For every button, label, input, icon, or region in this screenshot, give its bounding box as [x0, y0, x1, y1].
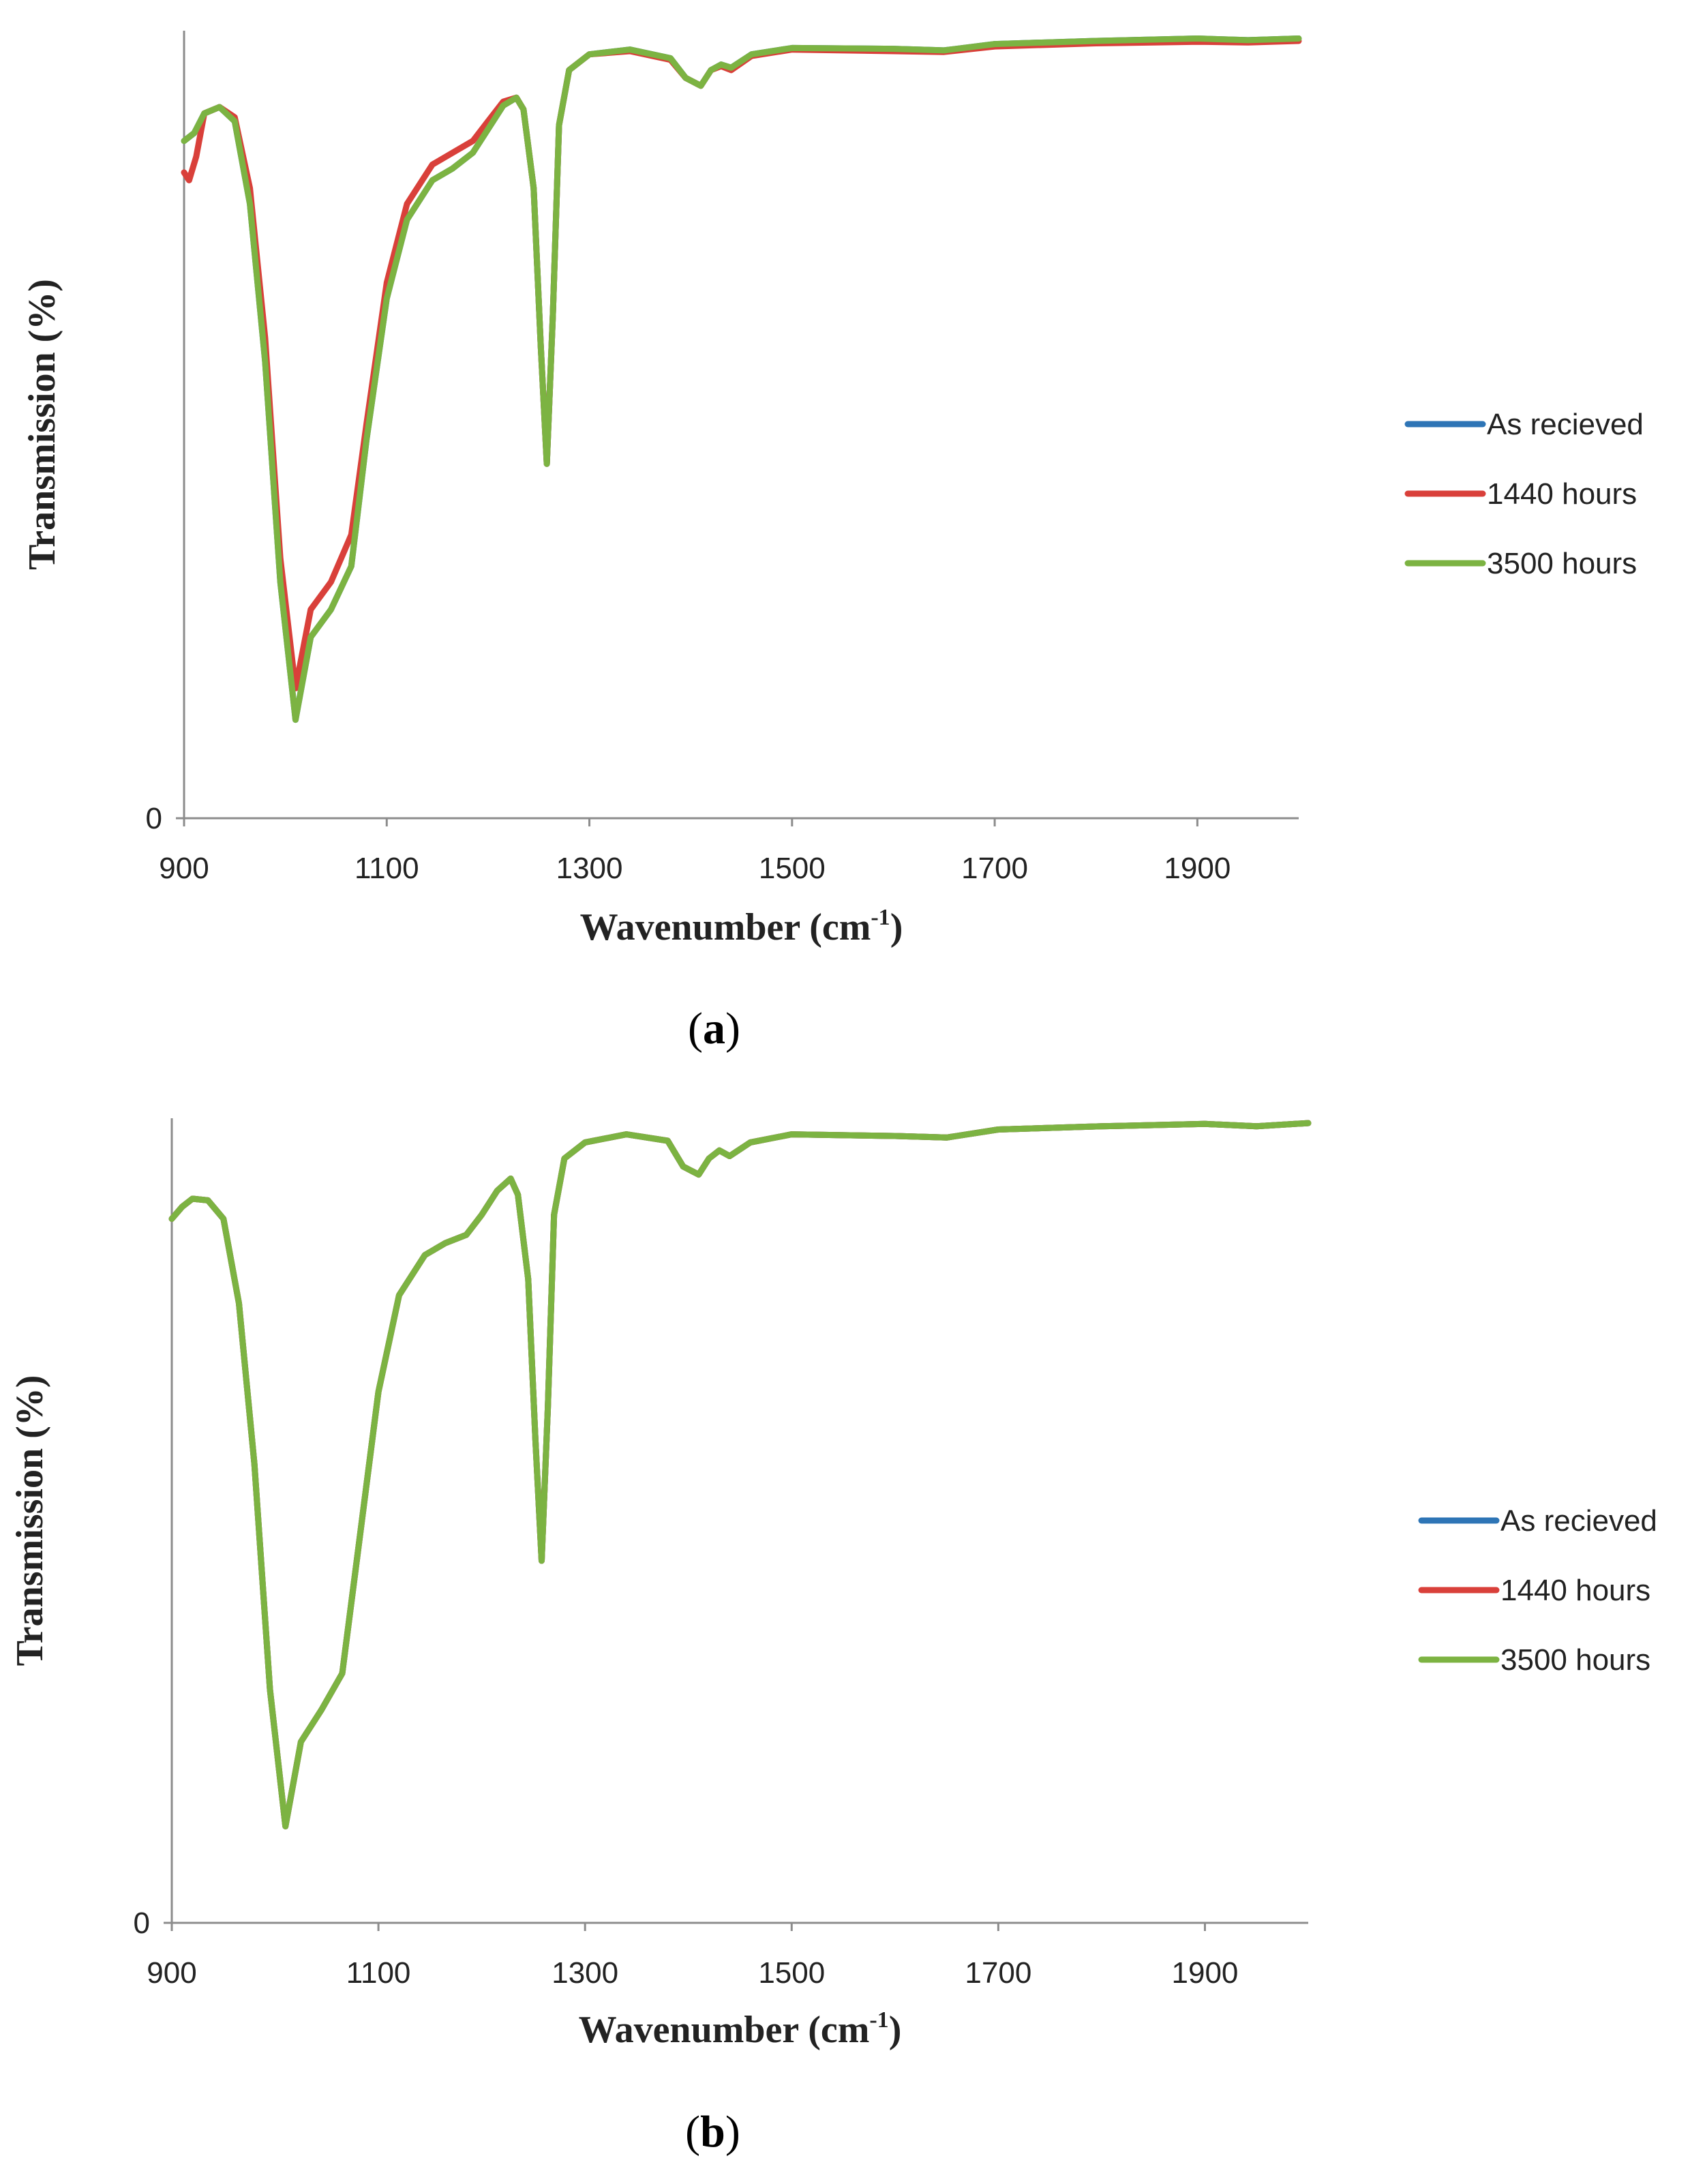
y-axis-title: Transmission (%) [9, 1375, 51, 1666]
legend-label-2: 1440 hours [1487, 477, 1637, 511]
x-tick-label: 1900 [1172, 1956, 1239, 1990]
series-line-2 [168, 1120, 1312, 1829]
x-tick-label: 1500 [759, 852, 826, 885]
x-axis-title: Wavenumber (cm-1) [579, 2007, 902, 2051]
series-line-1 [168, 1120, 1312, 1829]
x-tick-label: 1900 [1164, 852, 1231, 885]
panel-label: (a) [688, 1004, 740, 1053]
x-tick-label: 1300 [556, 852, 623, 885]
x-tick-label: 1700 [961, 852, 1028, 885]
chart-panel-a: 900 1100 1300 1500 1700 1900 0 Wavenumber (cm-1… [21, 31, 1644, 1053]
legend: As recieved 1440 hours 3500 hours [1404, 408, 1644, 580]
legend-label-1: As recieved [1500, 1504, 1657, 1538]
y-tick-label: 0 [134, 1906, 150, 1940]
x-tick-label: 1700 [965, 1956, 1031, 1990]
legend: As recieved 1440 hours 3500 hours [1418, 1504, 1657, 1677]
panel-label: (b) [685, 2107, 740, 2157]
y-axis-title: Transmission (%) [21, 279, 63, 570]
x-axis-title: Wavenumber (cm-1) [580, 905, 903, 948]
x-tick-label: 900 [159, 852, 209, 885]
legend-label-2: 1440 hours [1500, 1574, 1650, 1607]
legend-label-3: 3500 hours [1487, 547, 1637, 580]
series-line-3 [168, 1120, 1312, 1829]
legend-label-3: 3500 hours [1500, 1643, 1650, 1677]
x-tick-label: 900 [147, 1956, 196, 1990]
x-tick-label: 1300 [552, 1956, 618, 1990]
x-tick-label: 1500 [758, 1956, 825, 1990]
series-line-2 [181, 38, 1302, 691]
x-tick-label: 1100 [346, 1956, 411, 1990]
y-tick-label: 0 [146, 802, 162, 835]
chart-panel-b: 900 1100 1300 1500 1700 1900 0 Wavenumber (cm-1… [9, 1118, 1657, 2157]
legend-label-1: As recieved [1487, 408, 1644, 441]
series-line-1 [181, 35, 1302, 723]
x-tick-label: 1100 [354, 852, 419, 885]
series-line-3 [181, 35, 1302, 723]
